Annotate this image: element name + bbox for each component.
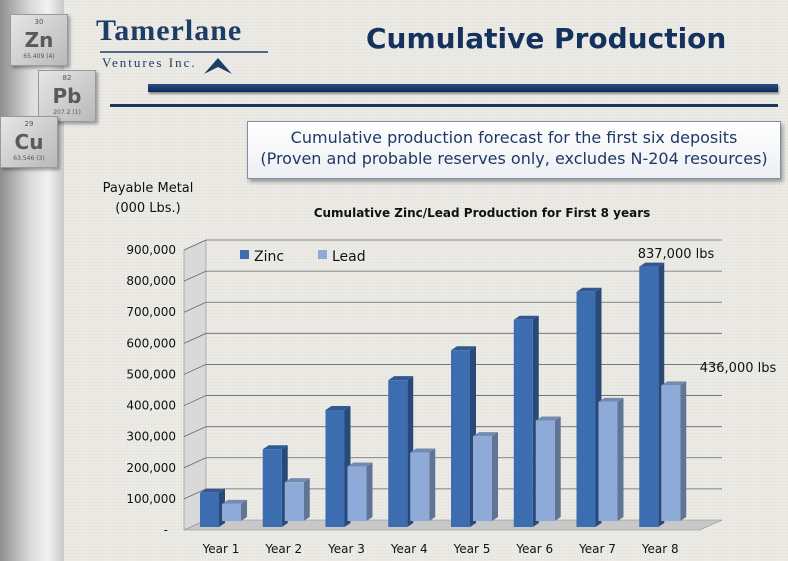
logo-arrow-icon [204, 58, 232, 74]
bar-lead-top [535, 416, 561, 421]
logo-subtitle: Ventures Inc. [102, 55, 197, 70]
logo-underline-icon [100, 51, 268, 74]
bar-zinc-top [388, 376, 414, 381]
y-tick-label: 900,000 [126, 243, 176, 257]
element-number: 82 [62, 74, 72, 82]
bar-lead-side [617, 397, 624, 521]
bar-zinc-top [513, 315, 539, 320]
element-mass: 207.2 (1) [53, 109, 81, 116]
y-tick-label: 800,000 [126, 274, 176, 288]
y-axis-label: (000 Lbs.) [115, 201, 181, 216]
x-tick-label: Year 3 [327, 542, 365, 556]
bar-lead-top [473, 432, 498, 437]
bar-zinc-top [451, 346, 476, 351]
element-symbol: Cu [14, 130, 44, 154]
bar-lead-side [554, 416, 561, 521]
bar-lead-top [222, 499, 247, 504]
bar-zinc-top [200, 488, 225, 493]
element-tile-pb: 82 Pb 207.2 (1) [38, 70, 96, 122]
bar-lead [347, 466, 367, 521]
bar-zinc [200, 492, 219, 527]
x-tick-label: Year 8 [641, 542, 679, 556]
bar-zinc [262, 449, 282, 527]
gridline [183, 239, 722, 251]
bar-lead-top [410, 448, 436, 453]
bar-lead-top [284, 478, 310, 483]
callout-line-1: Cumulative production forecast for the f… [290, 128, 738, 147]
bar-lead-top [598, 397, 624, 402]
y-tick-label: 100,000 [126, 492, 176, 506]
annotation-zinc-total: 837,000 lbs [638, 247, 715, 262]
legend-swatch-lead [318, 250, 327, 259]
gridline [183, 301, 722, 313]
bar-lead-side [492, 432, 498, 521]
bar-lead [284, 482, 304, 521]
element-mass: 65.409 (4) [23, 53, 55, 60]
bar-lead-top [661, 381, 687, 386]
legend-label: Zinc [254, 249, 284, 265]
bar-zinc-top [325, 406, 351, 411]
gridline [183, 332, 722, 344]
bar-zinc [388, 380, 408, 527]
annotation-lead-total: 436,000 lbs [700, 361, 777, 376]
y-tick-label: 500,000 [126, 367, 176, 381]
x-tick-label: Year 2 [264, 542, 302, 556]
gridline [183, 364, 722, 375]
page-title: Cumulative Production [366, 22, 727, 55]
element-number: 29 [24, 120, 34, 128]
bar-lead-side [241, 499, 247, 521]
bar-zinc [325, 410, 345, 527]
bar-lead-side [366, 462, 373, 521]
y-tick-label: 200,000 [126, 461, 176, 475]
element-tile-cu: 29 Cu 63.546 (3) [0, 116, 58, 168]
legend-label: Lead [332, 249, 366, 265]
bar-lead [222, 503, 241, 521]
title-rule [148, 84, 778, 92]
legend-swatch-zinc [240, 250, 249, 259]
bar-lead-side [429, 448, 436, 521]
element-number: 30 [34, 18, 44, 26]
gridline [183, 395, 722, 406]
x-tick-label: Year 6 [515, 542, 553, 556]
forecast-callout: Cumulative production forecast for the f… [247, 121, 781, 179]
element-symbol: Zn [24, 28, 54, 52]
bar-lead [535, 420, 555, 521]
bar-zinc [451, 350, 470, 527]
bar-lead-side [680, 381, 687, 521]
y-tick-label: 300,000 [126, 430, 176, 444]
x-tick-label: Year 1 [202, 542, 240, 556]
bar-zinc [576, 291, 596, 527]
bar-zinc [513, 319, 533, 527]
x-tick-label: Year 5 [453, 542, 491, 556]
production-chart: Payable Metal (000 Lbs.) Cumulative Zinc/L… [103, 181, 777, 556]
callout-line-2: (Proven and probable reserves only, excl… [260, 149, 768, 168]
title-rule-thin [110, 104, 778, 107]
bar-lead [661, 385, 681, 521]
bar-lead [410, 452, 430, 521]
y-tick-label: 700,000 [126, 305, 176, 319]
y-tick-label: 400,000 [126, 399, 176, 413]
side-wall [183, 239, 207, 531]
y-tick-label: - [164, 523, 168, 537]
bar-zinc-top [262, 445, 288, 450]
element-tile-zn: 30 Zn 65.409 (4) [10, 14, 68, 66]
y-axis-label: Payable Metal [103, 181, 194, 196]
logo-name: Tamerlane [96, 14, 243, 47]
x-tick-label: Year 4 [390, 542, 428, 556]
company-logo: Tamerlane Ventures Inc. [96, 14, 276, 76]
bar-lead [598, 401, 618, 521]
element-symbol: Pb [52, 84, 82, 108]
element-mass: 63.546 (3) [13, 155, 45, 162]
bar-zinc [639, 266, 659, 527]
gridline [183, 270, 722, 282]
bar-lead-top [347, 462, 373, 467]
bar-lead-side [303, 478, 310, 521]
x-tick-label: Year 7 [578, 542, 616, 556]
chart-title: Cumulative Zinc/Lead Production for Firs… [314, 206, 651, 220]
bar-zinc-top [576, 287, 602, 292]
bar-lead [473, 436, 492, 521]
y-tick-label: 600,000 [126, 336, 176, 350]
bar-zinc-top [639, 262, 665, 267]
